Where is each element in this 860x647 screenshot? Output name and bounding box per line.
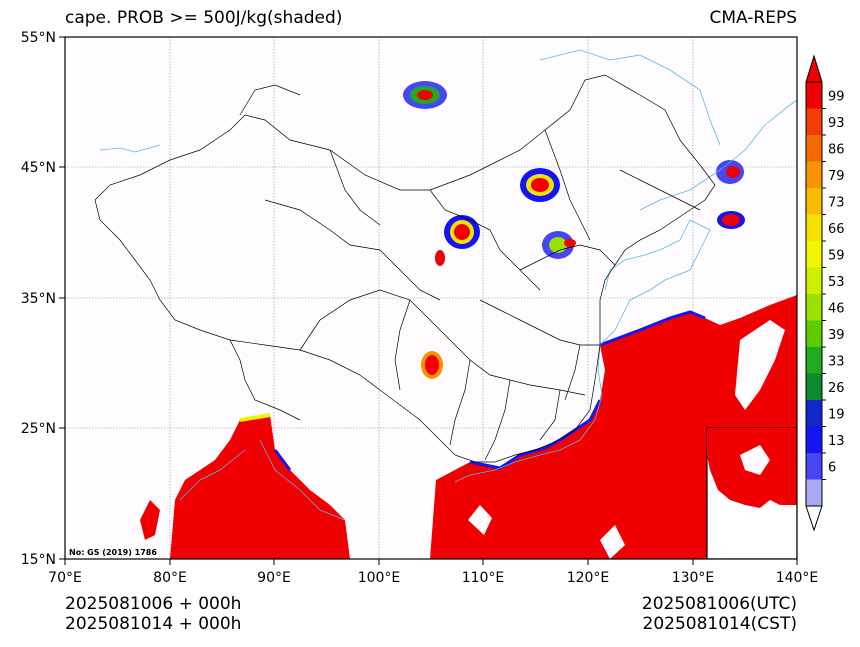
lon-label: 70°E bbox=[48, 570, 82, 586]
lat-label: 55°N bbox=[21, 30, 56, 46]
valid-utc: 2025081006(UTC) bbox=[641, 594, 797, 614]
colorbar-label: 19 bbox=[828, 407, 845, 422]
colorbar-label: 53 bbox=[828, 275, 845, 290]
map-title: cape. PROB >= 500J/kg(shaded) bbox=[65, 8, 343, 28]
lat-label: 25°N bbox=[21, 421, 56, 437]
lon-label: 100°E bbox=[358, 570, 401, 586]
colorbar-segment bbox=[806, 161, 822, 189]
inland-probability-cells bbox=[403, 81, 745, 379]
colorbar-segment bbox=[806, 82, 822, 109]
colorbar-segment bbox=[806, 347, 822, 374]
coastlines bbox=[99, 49, 797, 521]
init-cst: 2025081014 + 000h bbox=[65, 614, 242, 634]
lon-label: 130°E bbox=[672, 570, 715, 586]
country-boundaries bbox=[94, 74, 716, 463]
colorbar-label: 46 bbox=[828, 301, 845, 316]
colorbar-max-arrow bbox=[805, 54, 823, 83]
colorbar-label: 6 bbox=[828, 460, 836, 475]
latitude-labels: 55°N 45°N 35°N 25°N 15°N bbox=[21, 30, 56, 568]
colorbar-segment bbox=[806, 320, 822, 348]
map-review-stamp: No: GS (2019) 1786 bbox=[69, 548, 157, 557]
valid-cst: 2025081014(CST) bbox=[642, 614, 797, 634]
colorbar-segment bbox=[806, 294, 822, 321]
colorbar-segment bbox=[806, 135, 822, 162]
lon-label: 80°E bbox=[153, 570, 187, 586]
lat-label: 45°N bbox=[21, 160, 56, 176]
colorbar-segment bbox=[806, 426, 822, 454]
colorbar-segment bbox=[806, 108, 822, 136]
colorbar-segment bbox=[806, 453, 822, 480]
colorbar-label: 99 bbox=[828, 89, 845, 104]
colorbar-label: 93 bbox=[828, 116, 845, 131]
lat-label: 15°N bbox=[21, 552, 56, 568]
colorbar-label: 33 bbox=[828, 354, 845, 369]
colorbar-segment bbox=[806, 188, 822, 215]
colorbar-segment bbox=[806, 400, 822, 427]
lon-label: 140°E bbox=[776, 570, 819, 586]
init-utc: 2025081006 + 000h bbox=[65, 594, 242, 614]
colorbar-segment bbox=[806, 241, 822, 268]
longitude-labels: 70°E 80°E 90°E 100°E 110°E 120°E 130°E 1… bbox=[48, 570, 818, 586]
colorbar-label: 79 bbox=[828, 169, 845, 184]
lon-label: 90°E bbox=[257, 570, 291, 586]
lon-label: 110°E bbox=[462, 570, 505, 586]
colorbar-segment bbox=[806, 479, 822, 507]
colorbar-label: 39 bbox=[828, 328, 845, 343]
colorbar: 99 93 86 79 73 66 59 53 46 39 33 26 19 13 6 bbox=[805, 54, 845, 532]
colorbar-min-arrow bbox=[805, 505, 823, 532]
colorbar-segment bbox=[806, 267, 822, 295]
lat-label: 35°N bbox=[21, 291, 56, 307]
valid-time-block: 2025081006(UTC) 2025081014(CST) bbox=[642, 594, 797, 634]
colorbar-label: 59 bbox=[828, 248, 845, 263]
model-name: CMA-REPS bbox=[709, 8, 797, 28]
colorbar-label: 26 bbox=[828, 381, 845, 396]
colorbar-segment bbox=[806, 214, 822, 242]
colorbar-label: 73 bbox=[828, 195, 845, 210]
colorbar-label: 86 bbox=[828, 142, 845, 157]
forecast-init-block: 2025081006 + 000h 2025081014 + 000h bbox=[65, 594, 241, 634]
colorbar-label: 66 bbox=[828, 222, 845, 237]
axis-ticks bbox=[59, 36, 798, 565]
lon-label: 120°E bbox=[567, 570, 610, 586]
colorbar-segment bbox=[806, 373, 822, 401]
colorbar-label: 13 bbox=[828, 434, 845, 449]
